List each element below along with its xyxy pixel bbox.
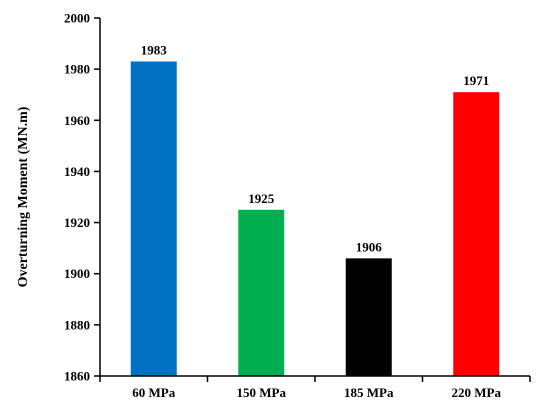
- data-labels-group: 1983 1925 1906 1971: [141, 42, 490, 254]
- data-label: 1971: [463, 73, 489, 88]
- x-tick-label: 220 MPa: [452, 385, 502, 400]
- x-tick-label: 185 MPa: [344, 385, 394, 400]
- data-label: 1983: [141, 42, 168, 57]
- data-label: 1925: [248, 191, 275, 206]
- y-tick-label: 1920: [64, 215, 90, 230]
- y-axis: 1860 1880 1900 1920 1940 1960 1980 2000: [64, 11, 101, 384]
- bar-185-mpa: [345, 258, 392, 376]
- x-axis: 60 MPa 150 MPa 185 MPa 220 MPa: [99, 375, 531, 400]
- x-tick-label: 150 MPa: [237, 385, 287, 400]
- y-axis-title: Overturning Moment (MN.m): [16, 106, 31, 287]
- y-tick-label: 1900: [64, 266, 90, 281]
- y-tick-label: 1980: [64, 62, 90, 77]
- y-tick-label: 1880: [64, 317, 90, 332]
- y-tick-label: 1860: [64, 369, 90, 384]
- y-tick-label: 2000: [64, 11, 90, 26]
- x-tick-label: 60 MPa: [132, 385, 175, 400]
- bar-60-mpa: [130, 61, 177, 376]
- y-tick-label: 1960: [64, 113, 90, 128]
- data-label: 1906: [356, 239, 383, 254]
- bar-150-mpa: [238, 209, 285, 376]
- bar-220-mpa: [453, 92, 500, 377]
- bars-group: [130, 61, 500, 377]
- y-tick-label: 1940: [64, 164, 90, 179]
